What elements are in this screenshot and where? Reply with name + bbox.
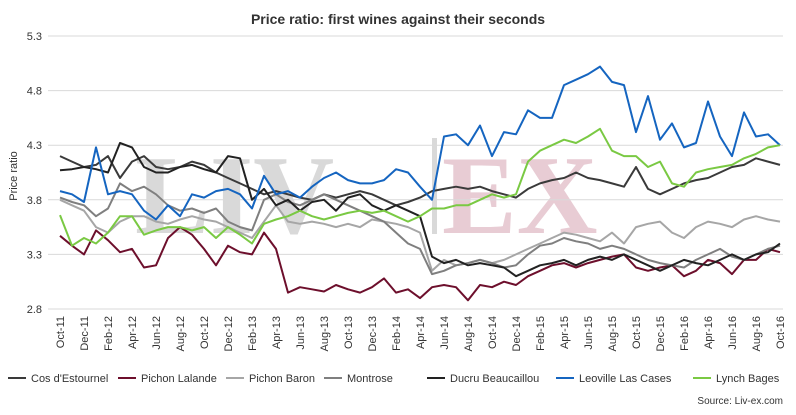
x-tick-label: Apr-13: [271, 316, 283, 349]
source-note: Source: Liv-ex.com: [697, 396, 783, 407]
x-tick-label: Aug-16: [751, 316, 763, 351]
x-tick-label: Feb-14: [391, 316, 403, 351]
series-line-1: [59, 226, 781, 302]
y-tick-label: 4.3: [27, 140, 42, 152]
gridlines: [48, 35, 783, 310]
watermark-liv: LIV: [135, 134, 334, 258]
y-tick-label: 4.8: [27, 86, 42, 98]
x-tick-label: Jun-16: [727, 316, 739, 350]
series-line-6: [59, 127, 781, 247]
y-axis-label: Price ratio: [8, 151, 20, 201]
chart-title: Price ratio: first wines against their s…: [251, 11, 545, 27]
x-tick-label: Oct-14: [487, 316, 499, 349]
legend-label: Ducru Beaucaillou: [450, 373, 539, 385]
x-tick-label: Dec-12: [223, 316, 235, 351]
x-tick-label: Jun-13: [295, 316, 307, 350]
x-tick-label: Apr-16: [703, 316, 715, 349]
y-tick-label: 2.8: [27, 304, 42, 316]
x-tick-label: Jun-12: [151, 316, 163, 350]
y-tick-label: 3.3: [27, 249, 42, 261]
x-tick-label: Feb-15: [535, 316, 547, 351]
series-line-2: [59, 198, 781, 272]
legend-label: Cos d'Estournel: [31, 373, 108, 385]
series-line-3: [59, 182, 781, 276]
legend-label: Montrose: [347, 373, 393, 385]
x-tick-label: Jun-15: [583, 316, 595, 350]
x-axis-ticks: Oct-11 Dec-11 Feb-12 Apr-12 Jun-12 Aug-12 Oct-…: [55, 316, 787, 351]
x-tick-label: Aug-15: [607, 316, 619, 351]
x-tick-label: Feb-12: [103, 316, 115, 351]
y-tick-label: 3.8: [27, 195, 42, 207]
legend-label: Lynch Bages: [716, 373, 780, 385]
x-tick-label: Oct-16: [775, 316, 787, 349]
y-axis-ticks: 2.8 3.3 3.8 4.3 4.8 5.3: [27, 31, 42, 316]
legend-label: Pichon Lalande: [141, 373, 217, 385]
x-tick-label: Oct-15: [631, 316, 643, 349]
legend: Cos d'Estournel Pichon Lalande Pichon Baro…: [8, 373, 780, 385]
legend-label: Leoville Las Cases: [579, 373, 672, 385]
x-tick-label: Dec-11: [79, 316, 91, 351]
watermark: LIV EX: [135, 134, 598, 258]
x-tick-label: Aug-12: [175, 316, 187, 351]
x-tick-label: Aug-13: [319, 316, 331, 351]
x-tick-label: Dec-13: [367, 316, 379, 351]
x-tick-label: Feb-16: [679, 316, 691, 351]
x-tick-label: Oct-12: [199, 316, 211, 349]
x-tick-label: Aug-14: [463, 316, 475, 351]
x-tick-label: Feb-13: [247, 316, 259, 351]
legend-label: Pichon Baron: [249, 373, 315, 385]
x-tick-label: Apr-12: [127, 316, 139, 349]
x-tick-label: Jun-14: [439, 316, 451, 350]
x-tick-label: Oct-11: [55, 316, 67, 348]
x-tick-label: Oct-13: [343, 316, 355, 349]
x-tick-label: Dec-14: [511, 316, 523, 351]
x-tick-label: Dec-15: [655, 316, 667, 351]
y-tick-label: 5.3: [27, 31, 42, 43]
x-tick-label: Apr-15: [559, 316, 571, 349]
x-tick-label: Apr-14: [415, 316, 427, 349]
series-line-5: [59, 65, 781, 221]
series-lines: [59, 65, 781, 302]
